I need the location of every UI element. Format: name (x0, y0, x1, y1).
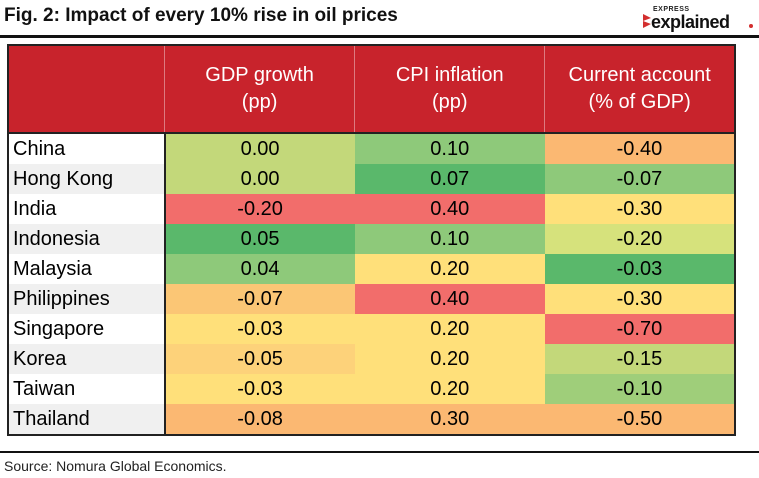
row-label: Indonesia (8, 224, 166, 254)
table-row: Philippines -0.07 0.40 -0.30 (8, 284, 735, 314)
heatmap-cell: -0.03 (544, 254, 735, 284)
table-row: Korea -0.05 0.20 -0.15 (8, 344, 735, 374)
corner-cell (8, 45, 165, 133)
column-label: CPI inflation (395, 64, 504, 86)
brand-dot-icon (749, 24, 753, 28)
header-row: GDP growth (pp) CPI inflation (pp) Current… (8, 45, 735, 133)
heatmap-body: China 0.00 0.10 -0.40 Hong Kong 0.00 0.07 -0.07… (8, 132, 735, 435)
brand-explained-label: explained (651, 12, 730, 32)
title-rule (0, 35, 759, 38)
heatmap-cell: -0.15 (544, 344, 735, 374)
heatmap-cell: -0.07 (544, 164, 735, 194)
heatmap-cell: 0.20 (354, 254, 545, 284)
heatmap-cell: -0.07 (164, 284, 355, 314)
heatmap-cell: 0.20 (354, 314, 545, 344)
brand-mark-icon (643, 14, 651, 28)
heatmap-cell: 0.10 (354, 132, 545, 164)
column-unit: (pp) (241, 91, 278, 113)
column-label: GDP growth (205, 64, 314, 86)
heatmap-cell: 0.20 (354, 344, 545, 374)
heatmap-cell: -0.03 (164, 374, 355, 404)
table-row: China 0.00 0.10 -0.40 (8, 132, 735, 164)
column-header: CPI inflation (pp) (354, 45, 546, 133)
row-label: China (8, 132, 166, 164)
heatmap-cell: -0.20 (164, 194, 355, 224)
heatmap-cell: 0.30 (354, 404, 545, 435)
table-row: Hong Kong 0.00 0.07 -0.07 (8, 164, 735, 194)
row-label: Malaysia (8, 254, 166, 284)
heatmap-cell: -0.08 (164, 404, 355, 435)
column-label: Current account (568, 64, 711, 86)
footer-rule (0, 451, 759, 453)
column-header: GDP growth (pp) (164, 45, 356, 133)
row-label: Taiwan (8, 374, 166, 404)
heatmap-cell: 0.00 (164, 164, 355, 194)
heatmap-cell: 0.40 (354, 194, 545, 224)
heatmap-cell: -0.20 (544, 224, 735, 254)
row-label: Hong Kong (8, 164, 166, 194)
heatmap-cell: 0.04 (164, 254, 355, 284)
heatmap-cell: -0.05 (164, 344, 355, 374)
heatmap-cell: 0.10 (354, 224, 545, 254)
chart-title: Fig. 2: Impact of every 10% rise in oil … (4, 5, 398, 26)
heatmap-cell: 0.00 (164, 132, 355, 164)
row-label: Philippines (8, 284, 166, 314)
table-row: Taiwan -0.03 0.20 -0.10 (8, 374, 735, 404)
table-row: Thailand -0.08 0.30 -0.50 (8, 404, 735, 435)
heatmap-cell: -0.40 (544, 132, 735, 164)
heatmap-cell: -0.30 (544, 194, 735, 224)
heatmap-cell: -0.10 (544, 374, 735, 404)
heatmap-cell: 0.07 (354, 164, 545, 194)
heatmap-table: GDP growth (pp) CPI inflation (pp) Current… (7, 44, 736, 436)
table-row: Malaysia 0.04 0.20 -0.03 (8, 254, 735, 284)
row-label: Korea (8, 344, 166, 374)
column-unit: (% of GDP) (588, 91, 691, 113)
column-unit: (pp) (431, 91, 468, 113)
heatmap-cell: 0.05 (164, 224, 355, 254)
column-header: Current account (% of GDP) (544, 45, 735, 133)
heatmap-cell: -0.70 (544, 314, 735, 344)
heatmap-cell: 0.40 (354, 284, 545, 314)
heatmap-cell: -0.50 (544, 404, 735, 435)
heatmap-cell: -0.03 (164, 314, 355, 344)
row-label: Singapore (8, 314, 166, 344)
row-label: India (8, 194, 166, 224)
table-row: India -0.20 0.40 -0.30 (8, 194, 735, 224)
table-row: Indonesia 0.05 0.10 -0.20 (8, 224, 735, 254)
source-note: Source: Nomura Global Economics. (4, 458, 227, 474)
heatmap-cell: 0.20 (354, 374, 545, 404)
brand-express-label: EXPRESS (653, 6, 690, 13)
heatmap-cell: -0.30 (544, 284, 735, 314)
table-row: Singapore -0.03 0.20 -0.70 (8, 314, 735, 344)
row-label: Thailand (8, 404, 166, 435)
brand-logo: EXPRESS explained (643, 6, 753, 34)
